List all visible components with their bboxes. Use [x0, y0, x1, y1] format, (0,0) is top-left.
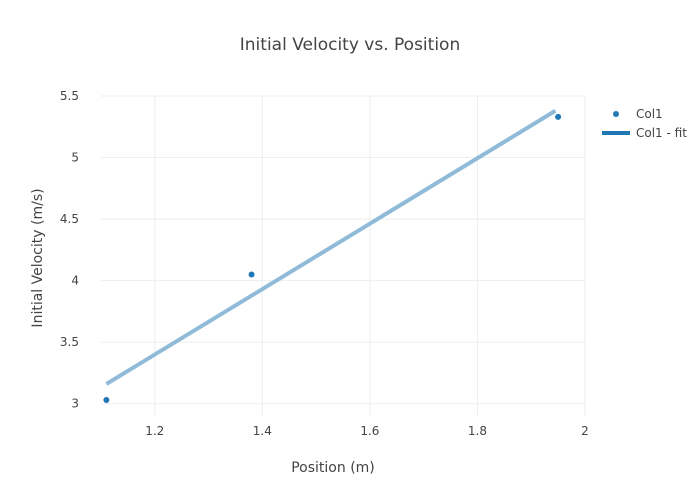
x-tick-label: 1.4: [253, 424, 272, 438]
x-tick-label: 1.8: [468, 424, 487, 438]
grid-lines: [101, 95, 586, 416]
data-point[interactable]: [103, 397, 110, 403]
legend-item-col1[interactable]: Col1: [613, 107, 663, 121]
series-layer: [103, 109, 562, 403]
x-tick-label: 2: [581, 424, 589, 438]
y-tick-label: 4.5: [60, 212, 79, 226]
y-tick-label: 5: [71, 151, 79, 165]
y-tick-labels: 3 3.5 4 4.5 5 5.5: [60, 89, 79, 411]
legend-item-col1-fit[interactable]: Col1 - fit: [602, 126, 687, 140]
legend-marker-icon: [613, 111, 619, 117]
fit-line: [105, 109, 557, 386]
x-tick-labels: 1.2 1.4 1.6 1.8 2: [145, 424, 589, 438]
data-point[interactable]: [555, 113, 562, 120]
y-tick-label: 5.5: [60, 89, 79, 103]
legend-label-col1-fit: Col1 - fit: [636, 126, 687, 140]
x-tick-label: 1.6: [360, 424, 379, 438]
y-tick-label: 3: [71, 397, 79, 411]
y-tick-label: 3.5: [60, 335, 79, 349]
data-point[interactable]: [248, 271, 255, 278]
legend-label-col1: Col1: [636, 107, 663, 121]
y-tick-label: 4: [71, 274, 79, 288]
y-axis-title: Initial Velocity (m/s): [30, 188, 46, 327]
x-axis-title: Position (m): [291, 460, 375, 476]
x-tick-label: 1.2: [145, 424, 164, 438]
legend[interactable]: Col1 Col1 - fit: [602, 107, 687, 140]
chart-title: Initial Velocity vs. Position: [240, 35, 460, 55]
